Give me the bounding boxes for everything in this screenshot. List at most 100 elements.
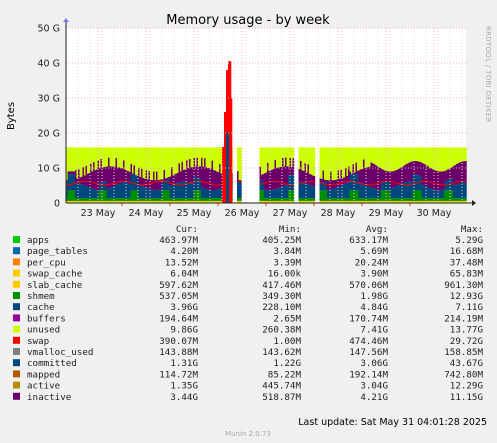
legend-value-avg: 1.98G [360,291,388,302]
legend-series-name: swap_cache [27,269,82,280]
legend-series-name: committed [27,358,77,369]
y-axis-label: Bytes [6,102,17,130]
legend-value-min: 16.00k [268,269,302,280]
legend-series-name: mapped [27,369,60,380]
legend-value-avg: 147.56M [349,347,388,358]
legend-value-cur: 143.88M [159,347,198,358]
legend-series-name: slab_cache [27,280,82,291]
legend-series-name: apps [27,235,49,246]
legend-swatch [13,280,20,288]
legend-value-avg: 170.74M [349,313,388,324]
legend-value-min: 405.25M [262,235,301,246]
legend-value-min: 1.22G [273,358,301,369]
legend-value-cur: 114.72M [159,369,198,380]
legend-value-avg: 5.69M [360,246,388,257]
legend-value-avg: 3.90M [360,269,388,280]
x-tick-label: 27 May [273,208,308,219]
legend-value-min: 85.22M [268,369,302,380]
legend-value-avg: 20.24M [355,257,389,268]
x-tick-label: 29 May [369,208,404,219]
y-tick-label: 30 G [38,94,60,105]
legend-value-max: 742.80M [444,369,483,380]
legend-swatch [13,359,20,367]
legend-value-cur: 3.44G [170,392,198,403]
legend-value-max: 5.29G [455,235,483,246]
legend-swatch [13,247,20,255]
legend-value-min: 1.00M [273,336,301,347]
y-tick-label: 10 G [38,164,60,175]
legend-value-avg: 633.17M [349,235,388,246]
legend-value-max: 961.30M [444,280,483,291]
legend-value-min: 228.10M [262,302,301,313]
legend-value-cur: 1.31G [170,358,198,369]
x-tick-label: 23 May [81,208,116,219]
legend-value-max: 16.68M [450,246,484,257]
legend-value-max: 65.83M [450,269,484,280]
legend-value-cur: 390.07M [159,336,198,347]
legend-swatch [13,381,20,389]
legend-swatch [13,236,20,243]
legend-value-avg: 3.04G [360,381,388,392]
legend-column-header: Max: [461,224,483,235]
munin-version: Munin 2.0.73 [225,430,271,438]
legend-series-name: shmem [27,291,55,302]
x-tick-label: 24 May [129,208,164,219]
last-update: Last update: Sat May 31 04:01:28 2025 [298,417,487,428]
legend-swatch [13,292,20,299]
legend-value-min: 2.65M [273,313,301,324]
legend-value-max: 12.93G [450,291,483,302]
legend-series-name: page_tables [27,246,88,257]
legend-series-name: buffers [27,313,66,324]
legend-value-min: 417.46M [262,280,301,291]
y-tick-label: 40 G [38,59,60,70]
legend-value-cur: 1.35G [170,381,198,392]
legend-swatch [13,370,20,378]
legend-value-avg: 7.41G [360,325,388,336]
legend-value-avg: 474.46M [349,336,388,347]
legend-series-name: per_cpu [27,257,66,268]
chart-title: Memory usage - by week [166,13,330,28]
legend-column-header: Cur: [176,224,198,235]
x-tick-label: 28 May [321,208,356,219]
legend-value-cur: 463.97M [159,235,198,246]
legend-series-name: cache [27,302,55,313]
x-tick-label: 25 May [177,208,212,219]
legend-series-name: active [27,381,60,392]
legend-series-name: vmalloc_used [27,347,93,358]
legend-value-min: 518.87M [262,392,301,403]
x-axis-arrow [472,200,476,206]
legend-value-cur: 6.04M [170,269,198,280]
legend-swatch [13,325,20,333]
legend-series-name: swap [27,336,49,347]
legend-value-cur: 13.52M [165,257,199,268]
legend-swatch [13,336,20,344]
legend-value-cur: 9.86G [170,325,198,336]
legend-value-avg: 3.06G [360,358,388,369]
legend-value-min: 3.39M [273,257,301,268]
y-tick-label: 50 G [38,24,60,35]
x-tick-label: 30 May [417,208,452,219]
rrdtool-credit: RRDTOOL / TOBI OETIKER [484,26,492,123]
legend-value-cur: 597.62M [159,280,198,291]
legend-value-avg: 4.84G [360,302,388,313]
legend-value-max: 13.77G [450,325,483,336]
y-axis-arrow [63,18,69,22]
y-tick-label: 0 [54,199,60,210]
legend-swatch [13,392,20,400]
legend-value-cur: 194.64M [159,313,198,324]
legend-value-cur: 3.96G [170,302,198,313]
legend-series-name: inactive [27,392,71,403]
legend-swatch [13,314,20,322]
legend-value-max: 43.67G [450,358,483,369]
legend-swatch [13,303,20,311]
legend-value-max: 7.11G [455,302,483,313]
legend-value-max: 11.15G [450,392,483,403]
legend-value-max: 12.29G [450,381,483,392]
legend-value-cur: 537.05M [159,291,198,302]
x-tick-label: 26 May [225,208,260,219]
legend-value-avg: 4.21G [360,392,388,403]
legend-value-min: 445.74M [262,381,301,392]
legend: Cur: Min: Avg: Max: apps 463.97M 405.25M 633.17… [13,224,483,403]
legend-swatch [13,269,20,277]
